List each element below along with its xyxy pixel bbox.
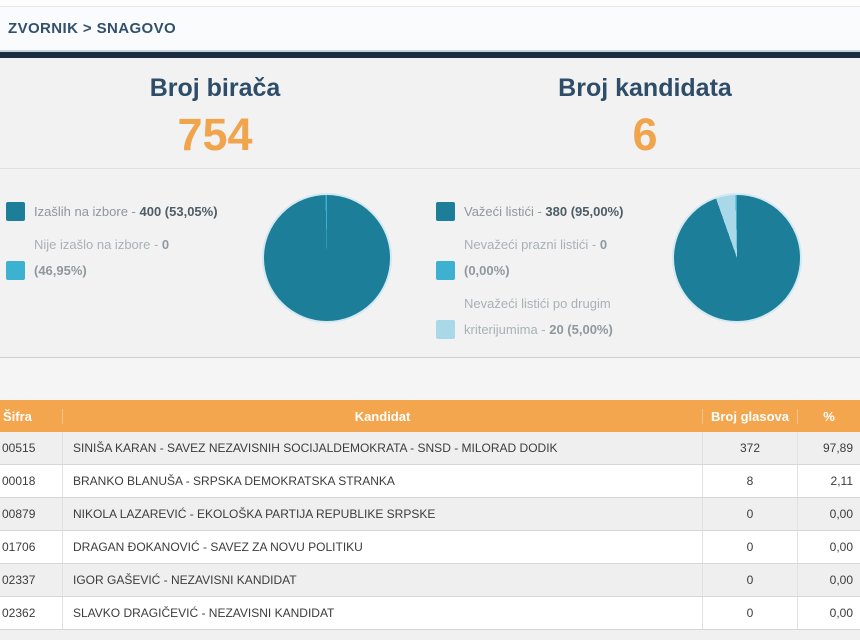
table-gap [0, 358, 860, 400]
turnout-legend: Izašlih na izbore - 400 (53,05%) Nije iza… [0, 169, 240, 291]
cell-candidate: SINIŠA KARAN - SAVEZ NEZAVISNIH SOCIJALD… [62, 432, 702, 464]
legend-swatch [436, 202, 455, 221]
table-row: 01706 DRAGAN ĐOKANOVIĆ - SAVEZ ZA NOVU PO… [0, 531, 860, 564]
legend-swatch [6, 261, 25, 280]
charts-section: Izašlih na izbore - 400 (53,05%) Nije iza… [0, 169, 860, 358]
cell-votes: 0 [702, 531, 797, 563]
legend-label: Nevažeći listići po drugim kriterijumima … [464, 296, 613, 337]
stat-voters: Broj birača 754 [0, 58, 430, 168]
cell-candidate: IGOR GAŠEVIĆ - NEZAVISNI KANDIDAT [62, 564, 702, 596]
cell-candidate: NIKOLA LAZAREVIĆ - EKOLOŠKA PARTIJA REPU… [62, 498, 702, 530]
cell-code: 00515 [2, 441, 36, 455]
breadcrumb-text[interactable]: ZVORNIK > SNAGOVO [8, 20, 177, 37]
results-table: Šifra Kandidat Broj glasova % 00515 SINIŠ… [0, 400, 860, 630]
legend-label: Nije izašlo na izbore - 0 (46,95%) [34, 237, 170, 278]
stats-section: Broj birača 754 Broj kandidata 6 [0, 58, 860, 169]
cell-code: 00018 [2, 474, 36, 488]
cell-candidate: SLAVKO DRAGIČEVIĆ - NEZAVISNI KANDIDAT [62, 597, 702, 629]
legend-label: Važeći listići - 380 (95,00%) [464, 204, 624, 219]
turnout-pie-chart[interactable] [262, 193, 392, 323]
legend-label: Nevažeći prazni listići - 0 (0,00%) [464, 237, 608, 278]
top-strip [0, 0, 860, 7]
voters-label: Broj birača [149, 74, 281, 102]
cell-candidate: DRAGAN ĐOKANOVIĆ - SAVEZ ZA NOVU POLITIK… [62, 531, 702, 563]
table-row: 02362 SLAVKO DRAGIČEVIĆ - NEZAVISNI KANDI… [0, 597, 860, 630]
table-row: 00515 SINIŠA KARAN - SAVEZ NEZAVISNIH SOC… [0, 432, 860, 465]
cell-percent: 0,00 [797, 531, 860, 563]
header-votes: Broj glasova [702, 408, 797, 424]
cell-votes: 0 [702, 597, 797, 629]
legend-swatch [436, 320, 455, 339]
header-divider-bar [0, 50, 860, 58]
cell-percent: 0,00 [797, 597, 860, 629]
legend-swatch [6, 202, 25, 221]
stat-candidates: Broj kandidata 6 [430, 58, 860, 168]
cell-percent: 0,00 [797, 564, 860, 596]
candidates-value: 6 [632, 109, 658, 160]
table-row: 02337 IGOR GAŠEVIĆ - NEZAVISNI KANDIDAT 0 0… [0, 564, 860, 597]
legend-item[interactable]: Nije izašlo na izbore - 0 (46,95%) [6, 232, 240, 284]
table-row: 00018 BRANKO BLANUŠA - SRPSKA DEMOKRATSKA… [0, 465, 860, 498]
cell-code: 00879 [2, 507, 36, 521]
ballots-chart-block: Važeći listići - 380 (95,00%) Nevažeći pr… [430, 169, 860, 357]
table-row: 00879 NIKOLA LAZAREVIĆ - EKOLOŠKA PARTIJA… [0, 498, 860, 531]
voters-value: 754 [177, 109, 253, 160]
cell-votes: 0 [702, 498, 797, 530]
ballots-pie-chart[interactable] [672, 193, 802, 323]
ballots-legend: Važeći listići - 380 (95,00%) Nevažeći pr… [430, 169, 670, 350]
cell-votes: 372 [702, 432, 797, 464]
legend-item[interactable]: Nevažeći listići po drugim kriterijumima … [436, 291, 670, 343]
table-body: 00515 SINIŠA KARAN - SAVEZ NEZAVISNIH SOC… [0, 432, 860, 630]
cell-candidate: BRANKO BLANUŠA - SRPSKA DEMOKRATSKA STRA… [62, 465, 702, 497]
cell-code: 02362 [2, 606, 36, 620]
cell-percent: 0,00 [797, 498, 860, 530]
table-footer-strip [0, 630, 860, 640]
turnout-chart-block: Izašlih na izbore - 400 (53,05%) Nije iza… [0, 169, 430, 357]
legend-label: Izašlih na izbore - 400 (53,05%) [34, 204, 218, 219]
cell-code: 01706 [2, 540, 36, 554]
header-code: Šifra [3, 408, 32, 424]
legend-item[interactable]: Nevažeći prazni listići - 0 (0,00%) [436, 232, 670, 284]
cell-votes: 8 [702, 465, 797, 497]
candidates-label: Broj kandidata [558, 74, 732, 102]
legend-swatch [436, 261, 455, 280]
header-percent: % [797, 408, 860, 424]
cell-percent: 2,11 [797, 465, 860, 497]
cell-code: 02337 [2, 573, 36, 587]
header-candidate: Kandidat [62, 408, 702, 424]
legend-item[interactable]: Važeći listići - 380 (95,00%) [436, 199, 670, 225]
cell-votes: 0 [702, 564, 797, 596]
breadcrumb: ZVORNIK > SNAGOVO [0, 7, 860, 50]
table-header-row: Šifra Kandidat Broj glasova % [0, 400, 860, 432]
cell-percent: 97,89 [797, 432, 860, 464]
legend-item[interactable]: Izašlih na izbore - 400 (53,05%) [6, 199, 240, 225]
